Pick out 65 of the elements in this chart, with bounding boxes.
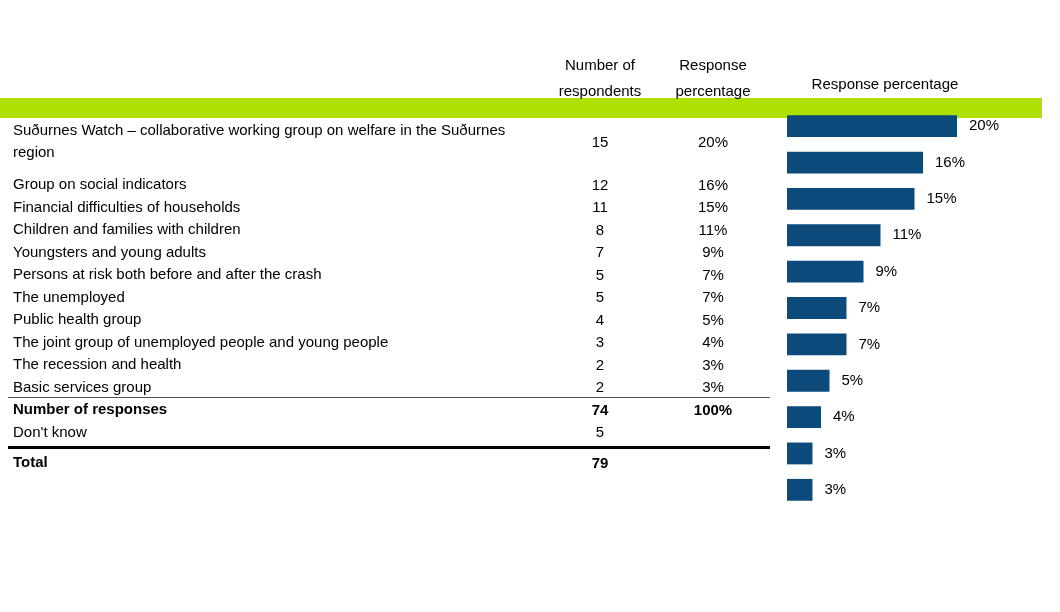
category-label: The unemployed <box>13 286 125 307</box>
data-label: 4 <box>594 309 606 330</box>
data-label: 4% <box>701 332 725 353</box>
data-label: 3% <box>701 354 725 375</box>
data-label: 2 <box>594 354 606 375</box>
data-label: 20% <box>697 131 729 152</box>
data-label: 15 <box>590 131 610 152</box>
bar <box>787 260 864 283</box>
chart-title: Response percentage <box>811 75 959 92</box>
bar <box>787 478 813 501</box>
category-label: Group on social indicators <box>13 174 187 195</box>
category-label: Number of responses <box>13 399 168 420</box>
data-label: 7% <box>858 298 881 316</box>
data-label: 16% <box>935 152 966 170</box>
data-label: 5% <box>701 309 725 330</box>
bar <box>787 151 923 174</box>
data-label: 5 <box>594 422 606 443</box>
bar <box>787 188 915 210</box>
category-label: The joint group of unemployed people and young people <box>13 331 389 352</box>
data-label: 15% <box>926 189 957 207</box>
data-label: 8 <box>594 219 606 240</box>
category-label: Persons at risk both before and after the crash <box>13 264 322 285</box>
bar <box>787 224 881 247</box>
data-label: 7% <box>701 287 725 308</box>
category-label: Basic services group <box>13 376 152 397</box>
data-label: 7% <box>701 264 725 285</box>
category-label: Youngsters and young adults <box>13 241 206 262</box>
bar <box>787 406 821 428</box>
category-label: Public health group <box>13 309 142 330</box>
category-label: Suðurnes Watch – collaborative working group on welfare in the Suðurnes region <box>13 120 507 162</box>
data-label: 100% <box>692 399 734 420</box>
bar <box>787 297 847 319</box>
data-label: 5 <box>594 287 606 308</box>
bar <box>787 442 813 465</box>
bar <box>787 333 847 356</box>
category-label: Financial difficulties of households <box>13 196 241 217</box>
data-label: 3% <box>824 479 847 497</box>
category-label: Total <box>13 452 48 473</box>
data-label: 9% <box>701 242 725 263</box>
data-label: 20% <box>969 116 1000 134</box>
data-label: 79 <box>590 452 610 473</box>
bar <box>787 369 830 392</box>
data-label: 3 <box>594 332 606 353</box>
data-label: 16% <box>697 174 729 195</box>
category-label: Don't know <box>13 421 87 442</box>
data-label: 11% <box>892 225 922 243</box>
data-label: 74 <box>590 399 610 420</box>
data-label: 3% <box>824 443 847 461</box>
text: Response percentage <box>674 55 752 101</box>
data-label: 11 <box>591 197 609 218</box>
text: Number of respondents <box>557 55 643 101</box>
data-label: 7 <box>594 242 606 263</box>
category-label: The recession and health <box>13 354 182 375</box>
data-label: 12 <box>590 174 610 195</box>
category-label: Children and families with children <box>13 219 241 240</box>
data-label: 2 <box>594 377 606 398</box>
bar <box>787 115 957 138</box>
data-label: 15% <box>697 197 729 218</box>
data-label: 3% <box>701 377 725 398</box>
data-label: 5 <box>594 264 606 285</box>
data-label: 11% <box>697 219 729 240</box>
data-label: 5% <box>841 370 864 388</box>
data-label: 7% <box>858 334 881 352</box>
data-label: 9% <box>875 261 898 279</box>
data-label: 4% <box>833 407 855 425</box>
